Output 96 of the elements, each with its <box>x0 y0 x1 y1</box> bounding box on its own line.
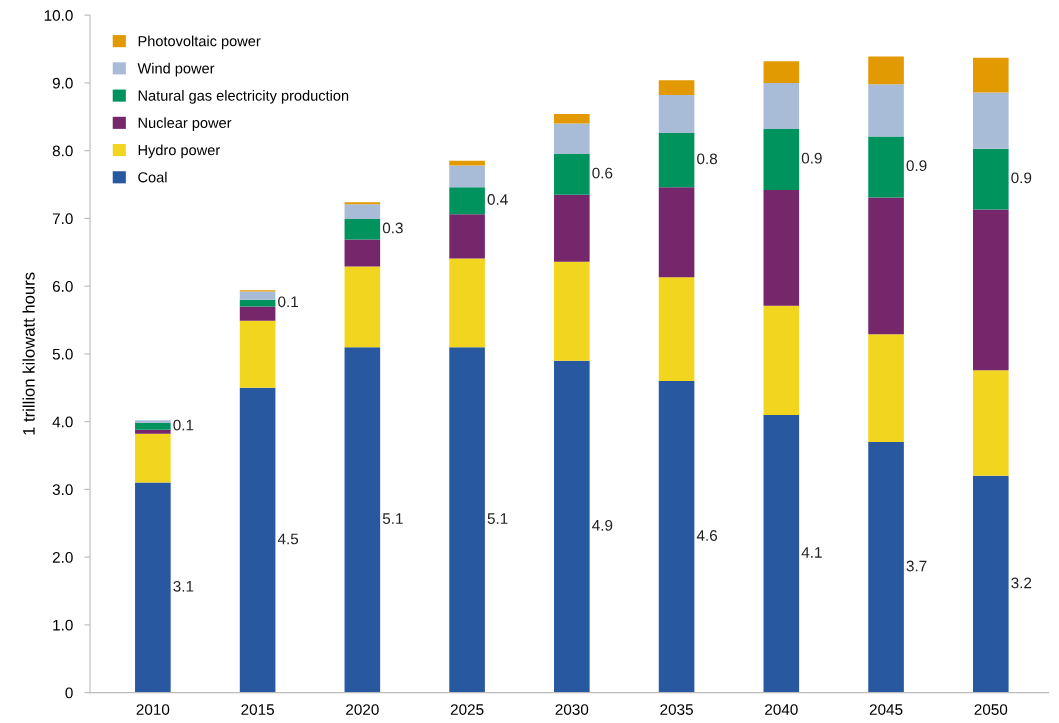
bar <box>973 57 1009 93</box>
bar <box>763 82 800 129</box>
bar <box>658 187 695 278</box>
bar <box>763 61 800 83</box>
data-label: 0.1 <box>278 296 298 308</box>
bar <box>658 381 695 693</box>
bar <box>973 475 1009 693</box>
bar <box>868 334 904 442</box>
bar <box>554 154 590 195</box>
bar <box>763 189 800 306</box>
bar <box>658 95 695 134</box>
data-label: 3.7 <box>906 560 927 572</box>
data-label: 0.3 <box>382 222 403 234</box>
data-label: 0.4 <box>487 194 508 205</box>
y-tick-label: 1.0 <box>53 619 73 631</box>
data-label: 3.2 <box>1011 577 1032 589</box>
data-label: 5.1 <box>487 513 508 524</box>
legend-label: Photovoltaic power <box>138 35 261 50</box>
data-label: 3.1 <box>173 580 194 592</box>
x-tick-label: 2035 <box>660 704 693 715</box>
y-tick-label: 2.0 <box>52 552 73 563</box>
legend-label: Wind power <box>137 62 215 77</box>
bar <box>973 148 1009 210</box>
x-tick-label: 2010 <box>136 704 170 715</box>
bar <box>449 160 485 166</box>
y-tick-label: 10.0 <box>44 10 73 21</box>
y-tick-label: 8.0 <box>52 145 73 157</box>
bar <box>763 305 800 415</box>
data-label: 4.6 <box>696 530 718 541</box>
bar <box>868 84 904 137</box>
bar <box>868 136 904 198</box>
bar <box>763 414 800 693</box>
x-tick-label: 2020 <box>346 704 379 715</box>
y-tick-label: 7.0 <box>52 213 73 225</box>
bar <box>344 266 381 348</box>
data-label: 4.9 <box>592 519 613 531</box>
bar <box>135 433 171 483</box>
bar <box>344 347 381 693</box>
bar <box>449 165 485 188</box>
legend-label: Coal <box>138 171 167 183</box>
bar <box>554 194 590 262</box>
legend-label: Nuclear power <box>138 117 232 131</box>
data-label: 0.1 <box>173 419 194 431</box>
x-tick-label: 2025 <box>450 704 484 715</box>
y-axis-title: 1 trillion kilowatt hours <box>22 272 35 435</box>
bar <box>554 261 590 361</box>
bar <box>344 219 381 240</box>
data-label: 0.9 <box>801 152 822 164</box>
y-tick-label: 9.0 <box>52 77 73 89</box>
bar <box>344 202 381 205</box>
x-tick-label: 2040 <box>765 704 798 715</box>
x-tick-label: 2050 <box>974 704 1008 715</box>
x-tick-label: 2045 <box>869 704 903 715</box>
data-label: 0.6 <box>592 167 613 179</box>
bar <box>344 204 381 220</box>
data-label: 4.5 <box>277 533 299 545</box>
bar <box>344 239 381 267</box>
x-tick-label: 2015 <box>241 704 274 715</box>
bar <box>973 370 1009 476</box>
y-tick-label: 4.0 <box>52 416 73 428</box>
data-label: 4.1 <box>801 547 822 558</box>
bar <box>135 423 171 430</box>
y-tick-label: 5.0 <box>52 348 73 360</box>
bar <box>763 128 800 190</box>
bar <box>239 387 276 693</box>
bar <box>554 123 590 155</box>
data-label: 5.1 <box>382 513 403 524</box>
bar <box>658 133 695 188</box>
bar <box>239 306 276 321</box>
legend-label: Hydro power <box>138 144 220 159</box>
bar <box>135 420 171 424</box>
bar <box>973 209 1009 371</box>
bar <box>449 214 485 259</box>
data-label: 0.9 <box>906 160 927 172</box>
y-tick-label: 0 <box>65 687 73 699</box>
bar <box>449 187 485 215</box>
data-label: 0.9 <box>1011 172 1032 184</box>
bar <box>449 347 485 693</box>
bar <box>239 320 276 388</box>
bar <box>868 441 904 693</box>
bar <box>135 482 171 693</box>
y-tick-label: 3.0 <box>52 484 73 496</box>
bar <box>135 429 171 434</box>
data-label: 0.8 <box>697 153 718 165</box>
bar <box>868 197 904 335</box>
bar <box>658 277 695 382</box>
bar <box>449 258 485 348</box>
bar <box>973 92 1009 149</box>
bar <box>658 80 695 96</box>
y-tick-label: 6.0 <box>52 281 73 292</box>
legend-label: Natural gas electricity production <box>138 90 349 104</box>
bar <box>868 56 904 85</box>
bar <box>239 291 276 300</box>
bar <box>554 114 590 124</box>
x-tick-label: 2030 <box>555 704 589 715</box>
bar <box>554 360 590 693</box>
